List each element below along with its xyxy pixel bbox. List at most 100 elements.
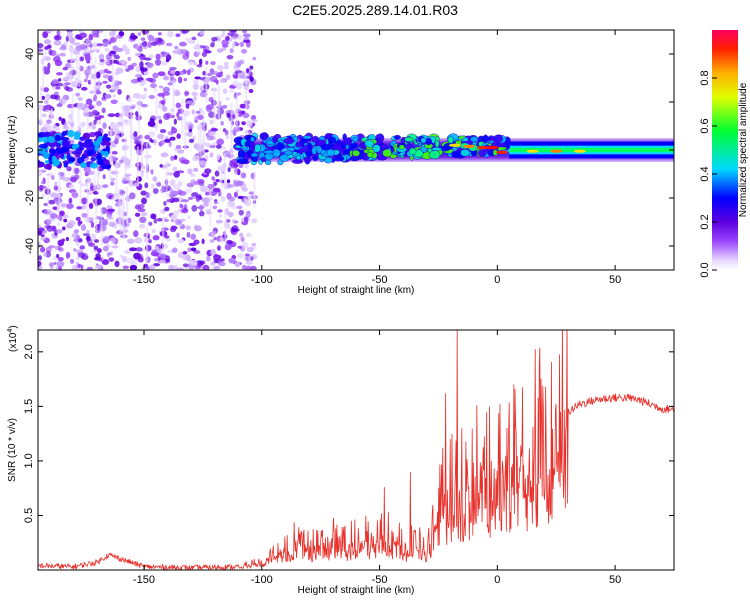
spectrogram-streak xyxy=(119,197,122,234)
spectrogram-noise-point xyxy=(155,58,162,66)
spectrogram-noise-point xyxy=(222,47,227,51)
spectrogram-noise-point xyxy=(238,209,244,216)
spectrogram-noise-point xyxy=(242,30,247,34)
spectrogram-noise-point xyxy=(190,247,197,252)
spectrogram-noise-point xyxy=(149,137,153,143)
spectrogram-noise-point xyxy=(213,79,219,83)
spectrogram-noise-point xyxy=(169,179,176,186)
spectrogram-noise-point xyxy=(186,182,195,188)
spectrogram-noise-point xyxy=(164,218,169,223)
spectrogram-noise-point xyxy=(119,254,124,259)
spectrogram-noise-point xyxy=(245,261,253,265)
spectrogram-noise-point xyxy=(118,31,125,37)
spectrogram-noise-point xyxy=(146,34,153,39)
spectrogram-noise-point xyxy=(198,210,205,217)
colorbar-tick-label: 0.0 xyxy=(699,262,711,277)
spectrogram-noise-point xyxy=(151,249,158,256)
spectrogram-noise-point xyxy=(210,61,216,66)
colorbar-tick-label: 0.4 xyxy=(699,166,711,181)
spectrogram-signal-blob xyxy=(61,130,67,136)
spectrogram-noise-point xyxy=(185,225,192,231)
spectrogram-noise-point xyxy=(188,196,193,200)
spectrogram-signal-blob xyxy=(352,136,359,143)
spectrogram-noise-point xyxy=(62,66,69,71)
spectrogram-noise-point xyxy=(56,30,61,36)
spectrogram-noise-point xyxy=(104,94,112,99)
spectrogram-noise-point xyxy=(168,264,175,270)
spectrogram-noise-point xyxy=(204,191,210,196)
spectrogram-noise-point xyxy=(43,123,50,128)
spectrogram-streak xyxy=(209,189,212,226)
spectrogram-signal-blob xyxy=(311,146,318,155)
spectrogram-noise-point xyxy=(228,196,236,202)
spectrogram-signal-blob xyxy=(260,157,266,162)
spectrogram-streak xyxy=(124,138,127,175)
spectrogram-streak xyxy=(245,73,248,110)
spectrogram-noise-point xyxy=(40,126,48,134)
spectrogram-noise-point xyxy=(219,236,224,243)
spectrogram-noise-point xyxy=(38,119,41,123)
spectrogram-noise-point xyxy=(172,247,178,254)
spectrogram-noise-point xyxy=(173,118,177,125)
spectrogram-signal-blob xyxy=(41,132,49,137)
spectrogram-noise-point xyxy=(85,73,89,80)
spectrogram-streak xyxy=(172,78,175,115)
spectrogram-noise-point xyxy=(233,72,237,76)
spectrogram-noise-point xyxy=(211,176,215,181)
spectrogram-noise-point xyxy=(80,183,88,187)
spectrogram-signal-blob xyxy=(69,157,75,163)
spectrogram-noise-point xyxy=(215,219,224,224)
spectrogram-noise-point xyxy=(227,211,234,218)
spectrogram-noise-point xyxy=(210,127,219,132)
spectrogram-signal-blob xyxy=(62,160,71,165)
spectrogram-signal-blob xyxy=(96,137,103,143)
spectrogram-streak xyxy=(50,108,53,145)
spectrogram-noise-point xyxy=(40,237,46,241)
spectrogram-noise-point xyxy=(69,36,75,44)
spectrogram-noise-point xyxy=(38,104,44,111)
spectrogram-noise-point xyxy=(87,66,91,70)
spectrogram-noise-point xyxy=(212,205,218,210)
snr-background xyxy=(38,330,674,570)
spectrogram-signal-blob xyxy=(352,149,361,157)
spectrogram-noise-point xyxy=(134,237,142,244)
spectrogram-noise-point xyxy=(41,193,45,199)
spectrogram-streak xyxy=(224,209,227,246)
spectrogram-signal-blob xyxy=(47,136,56,143)
spectrogram-noise-point xyxy=(226,179,231,184)
spectrogram-signal-blob xyxy=(447,136,454,144)
spectrogram-noise-point xyxy=(216,64,224,71)
spectrogram-noise-point xyxy=(179,203,184,208)
spectrogram-signal-blob xyxy=(393,134,401,140)
spectrogram-y-tick-label: 40 xyxy=(24,48,36,60)
spectrogram-noise-point xyxy=(66,166,72,172)
spectrogram-noise-point xyxy=(102,219,109,226)
spectrogram-noise-point xyxy=(101,107,106,114)
spectrogram-streak xyxy=(77,101,80,138)
spectrogram-noise-point xyxy=(126,257,135,264)
spectrogram-noise-point xyxy=(58,214,63,222)
spectrogram-noise-point xyxy=(245,265,251,270)
spectrogram-streak xyxy=(75,50,78,87)
spectrogram-noise-point xyxy=(153,218,158,224)
spectrogram-signal-blob xyxy=(364,139,375,148)
spectrogram-streak xyxy=(136,146,139,183)
spectrogram-noise-point xyxy=(66,203,75,209)
spectrogram-noise-point xyxy=(139,170,145,174)
spectrogram-noise-point xyxy=(127,56,132,62)
spectrogram-noise-point xyxy=(153,138,157,146)
spectrogram-noise-point xyxy=(43,56,52,62)
spectrogram-signal-blob xyxy=(79,142,84,150)
spectrogram-signal-blob xyxy=(462,136,469,142)
spectrogram-noise-point xyxy=(97,80,101,87)
spectrogram-noise-point xyxy=(201,238,205,245)
spectrogram-noise-point xyxy=(169,66,177,71)
spectrogram-noise-point xyxy=(173,89,180,97)
spectrogram-noise-point xyxy=(97,248,102,254)
spectrogram-noise-point xyxy=(57,257,64,262)
spectrogram-noise-point xyxy=(176,133,181,139)
spectrogram-signal-blob xyxy=(429,150,441,160)
spectrogram-noise-point xyxy=(208,111,216,118)
